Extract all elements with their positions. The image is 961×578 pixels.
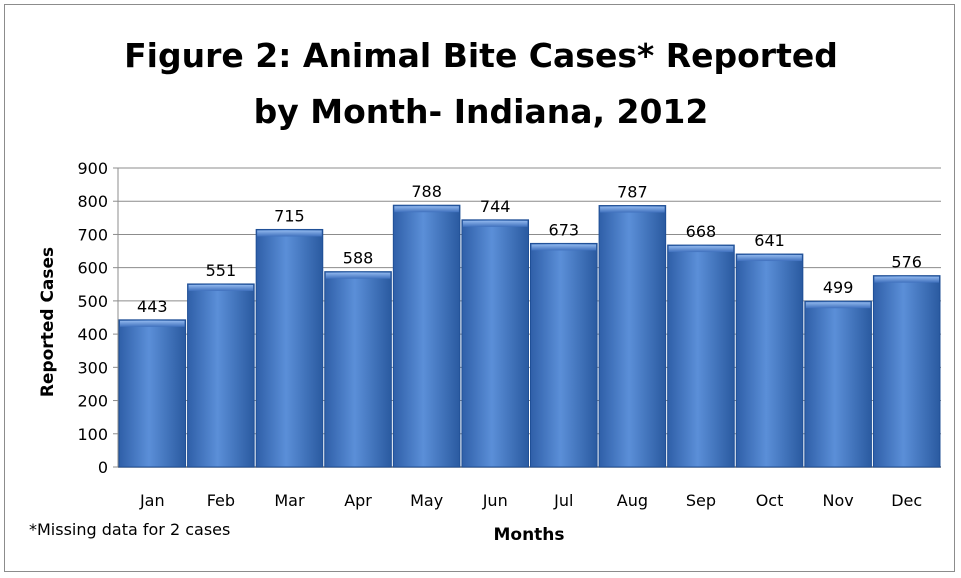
y-axis: 0 100 200 300 400 500 600 700 800 900 [77, 159, 941, 477]
chart-title-line-2: by Month- Indiana, 2012 [254, 92, 709, 131]
y-tick-label: 300 [77, 358, 108, 377]
data-label-apr: 588 [343, 249, 374, 268]
bar-jul [530, 242, 598, 468]
bar-top-highlight [188, 284, 254, 291]
x-tick-label-jul: Jul [553, 491, 573, 510]
y-tick-label: 900 [77, 159, 108, 178]
bar-apr [324, 271, 392, 468]
y-axis-title: Reported Cases [38, 247, 58, 397]
bar-sep [667, 244, 735, 468]
data-label-sep: 668 [686, 222, 717, 241]
data-label-aug: 787 [617, 183, 648, 202]
bar-top-highlight [462, 220, 528, 227]
x-axis-labels: Jan Feb Mar Apr May Jun Jul Aug Sep Oct Nov Dec [139, 491, 922, 510]
bar-nov [804, 300, 872, 468]
chart-title-line-1: Figure 2: Animal Bite Cases* Reported [124, 36, 838, 75]
data-label-oct: 641 [754, 231, 785, 250]
x-tick-label-jun: Jun [482, 491, 508, 510]
x-tick-label-oct: Oct [756, 491, 784, 510]
y-tick-label: 800 [77, 192, 108, 211]
bar-top-highlight [805, 302, 871, 309]
y-tick-label: 500 [77, 292, 108, 311]
data-label-jul: 673 [549, 220, 580, 239]
x-tick-label-aug: Aug [617, 491, 648, 510]
data-labels: 443 551 715 588 788 744 673 787 668 641 499 576 [137, 182, 922, 316]
bar-mar [255, 228, 324, 468]
x-tick-label-may: May [410, 491, 443, 510]
bar-oct [735, 253, 804, 468]
footnote: *Missing data for 2 cases [29, 520, 230, 539]
x-axis-title: Months [493, 525, 564, 545]
data-label-feb: 551 [206, 261, 237, 280]
x-tick-label-apr: Apr [344, 491, 372, 510]
chart-frame: Figure 2: Animal Bite Cases* Reported by… [4, 4, 955, 572]
gridlines [118, 167, 941, 468]
bar-top-highlight [120, 320, 185, 327]
bar-top-highlight [394, 206, 459, 213]
bar-feb [187, 283, 255, 468]
y-tick-label: 100 [77, 425, 108, 444]
y-tick-label: 0 [98, 458, 108, 477]
x-tick-label-feb: Feb [207, 491, 235, 510]
x-tick-label-mar: Mar [274, 491, 305, 510]
bar-top-highlight [737, 255, 802, 262]
bar-top-highlight [325, 272, 391, 279]
bar-jun [461, 219, 529, 468]
x-tick-label-dec: Dec [891, 491, 922, 510]
bar-may [392, 204, 461, 468]
y-tick-label: 200 [77, 392, 108, 411]
bar-top-highlight [257, 230, 322, 237]
data-label-jun: 744 [480, 197, 511, 216]
y-tick-label: 400 [77, 325, 108, 344]
bar-top-highlight [668, 246, 734, 253]
bar-top-highlight [600, 206, 665, 213]
y-tick-label: 700 [77, 225, 108, 244]
data-label-nov: 499 [823, 278, 854, 297]
data-label-jan: 443 [137, 297, 168, 316]
bar-aug [598, 205, 667, 468]
x-tick-label-nov: Nov [823, 491, 854, 510]
y-tick-label: 600 [77, 259, 108, 278]
x-tick-label-sep: Sep [686, 491, 716, 510]
bar-top-highlight [874, 276, 939, 283]
bar-top-highlight [531, 244, 597, 251]
data-label-mar: 715 [274, 206, 305, 225]
bar-chart: Figure 2: Animal Bite Cases* Reported by… [29, 36, 941, 545]
x-tick-label-jan: Jan [139, 491, 165, 510]
bars [118, 204, 941, 468]
data-label-may: 788 [411, 182, 442, 201]
bar-jan [118, 319, 187, 468]
bar-dec [872, 275, 941, 468]
data-label-dec: 576 [891, 253, 922, 272]
